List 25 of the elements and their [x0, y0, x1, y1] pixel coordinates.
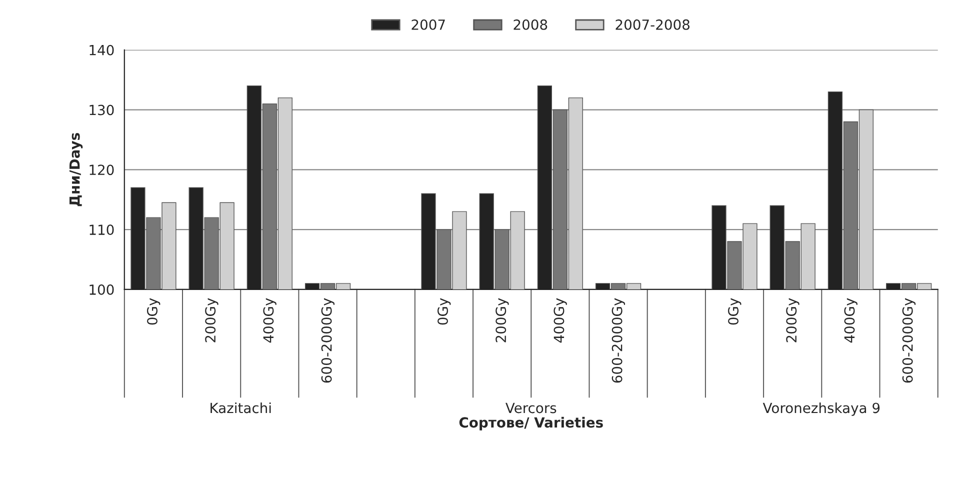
x-tick-label: 400Gy: [844, 298, 858, 343]
x-tick-label: 200Gy: [786, 298, 800, 342]
y-tick-label: 130: [90, 104, 114, 116]
y-tick-label: 140: [90, 44, 114, 56]
x-axis-title: Сортове/ Varieties: [459, 416, 603, 430]
legend-label: 2008: [514, 19, 548, 30]
legend-label: 2007: [412, 19, 445, 30]
y-axis-title: Дни/Days: [70, 133, 83, 206]
legend-label: 2007-2008: [616, 19, 690, 30]
x-tick-label: 0Gy: [438, 298, 451, 325]
x-tick-label: 400Gy: [554, 298, 567, 343]
y-tick-label: 110: [90, 224, 114, 236]
text: Vercors: [506, 402, 556, 414]
x-tick-label: 200Gy: [496, 298, 509, 342]
text: Kazitachi: [210, 402, 271, 414]
x-tick-label: 0Gy: [146, 298, 160, 325]
x-tick-label: 600-2000Gy: [612, 298, 626, 383]
x-tick-label: 600-2000Gy: [321, 298, 334, 383]
x-tick-label: 0Gy: [728, 298, 742, 325]
y-tick-label: 100: [90, 284, 114, 295]
x-tick-label: 600-2000Gy: [902, 298, 916, 383]
x-tick-label: 400Gy: [263, 298, 276, 343]
x-tick-label: 200Gy: [205, 298, 218, 342]
y-tick-label: 120: [90, 164, 114, 176]
text: Voronezhskaya 9: [762, 402, 880, 416]
